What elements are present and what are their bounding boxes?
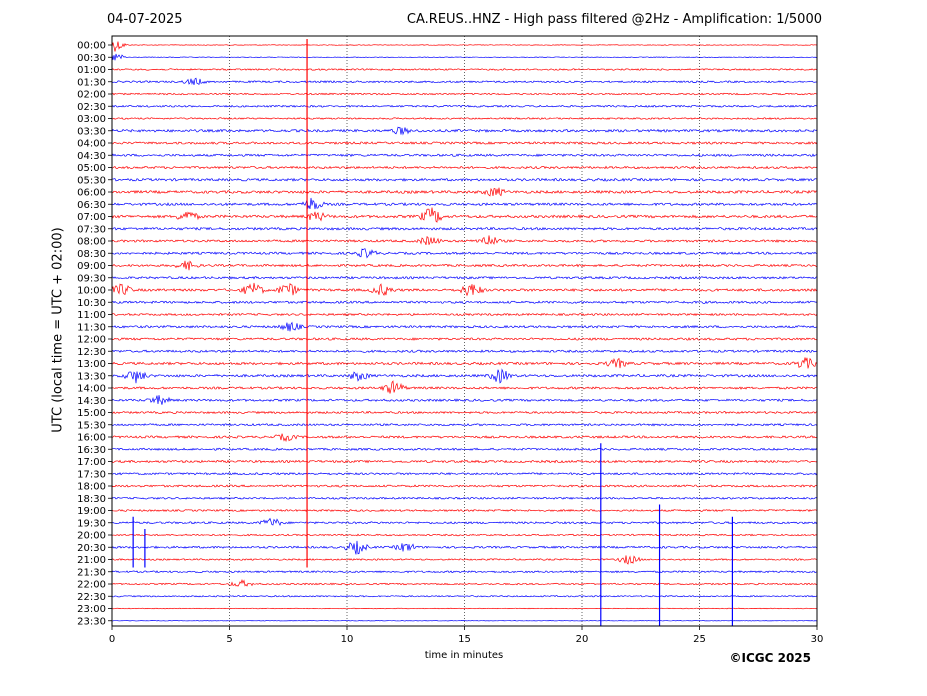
y-axis-label: UTC (local time = UTC + 02:00) xyxy=(50,227,66,433)
y-tick-label-2000: 20:00 xyxy=(77,531,106,542)
x-tick-label-10: 10 xyxy=(341,634,354,645)
trace-2300 xyxy=(111,607,818,610)
trace-1000 xyxy=(111,282,818,297)
y-tick-label-2030: 20:30 xyxy=(77,543,106,554)
y-tick-label-1930: 19:30 xyxy=(77,518,106,529)
y-tick-label-1700: 17:00 xyxy=(77,457,106,468)
y-tick-label-1500: 15:00 xyxy=(77,408,106,419)
y-tick-label-0730: 07:30 xyxy=(77,224,106,235)
y-tick-label-1430: 14:30 xyxy=(77,396,106,407)
y-tick-label-0000: 00:00 xyxy=(77,41,106,52)
y-tick-label-1730: 17:30 xyxy=(77,469,106,480)
trace-1530 xyxy=(111,423,818,427)
y-tick-label-0400: 04:00 xyxy=(77,139,106,150)
x-tick-label-5: 5 xyxy=(226,634,232,645)
trace-0330 xyxy=(111,126,818,136)
y-tick-label-0030: 00:30 xyxy=(77,53,106,64)
y-tick-label-2330: 23:30 xyxy=(77,616,106,627)
y-tick-label-1630: 16:30 xyxy=(77,445,106,456)
x-tick-label-30: 30 xyxy=(811,634,824,645)
y-tick-label-0430: 04:30 xyxy=(77,151,106,162)
y-tick-label-1300: 13:00 xyxy=(77,359,106,370)
y-tick-label-1530: 15:30 xyxy=(77,420,106,431)
trace-0930 xyxy=(111,275,818,280)
trace-0300 xyxy=(111,117,818,120)
chart-title: CA.REUS..HNZ - High pass filtered @2Hz -… xyxy=(406,12,822,27)
x-tick-label-15: 15 xyxy=(458,634,471,645)
x-axis-label: time in minutes xyxy=(424,650,504,661)
x-tick-label-20: 20 xyxy=(576,634,589,645)
y-tick-label-0800: 08:00 xyxy=(77,237,106,248)
x-tick-label-0: 0 xyxy=(109,634,115,645)
y-tick-label-1230: 12:30 xyxy=(77,347,106,358)
y-tick-label-1830: 18:30 xyxy=(77,494,106,505)
trace-2230 xyxy=(111,595,818,598)
trace-0000 xyxy=(111,41,818,52)
x-axis-ticks: 0 5 10 15 20 25 30 xyxy=(109,626,824,645)
y-tick-label-0630: 06:30 xyxy=(77,200,106,211)
y-tick-label-0530: 05:30 xyxy=(77,175,106,186)
y-tick-label-2300: 23:00 xyxy=(77,604,106,615)
y-tick-label-2130: 21:30 xyxy=(77,567,106,578)
trace-2100 xyxy=(111,555,818,565)
spike-group xyxy=(132,39,734,626)
y-tick-label-1600: 16:00 xyxy=(77,433,106,444)
y-tick-label-1330: 13:30 xyxy=(77,371,106,382)
y-tick-label-1130: 11:30 xyxy=(77,322,106,333)
trace-0830 xyxy=(111,248,818,259)
y-tick-label-0300: 03:00 xyxy=(77,114,106,125)
y-tick-label-0230: 02:30 xyxy=(77,102,106,113)
trace-1700 xyxy=(111,459,818,464)
trace-0430 xyxy=(111,153,818,158)
y-tick-label-0200: 02:00 xyxy=(77,90,106,101)
trace-1430 xyxy=(111,395,818,405)
y-tick-label-1800: 18:00 xyxy=(77,482,106,493)
y-tick-label-1000: 10:00 xyxy=(77,286,106,297)
trace-0530 xyxy=(111,177,818,182)
trace-0900 xyxy=(111,260,818,271)
trace-2130 xyxy=(111,570,818,574)
y-tick-label-1400: 14:00 xyxy=(77,384,106,395)
trace-0500 xyxy=(111,165,818,170)
y-tick-label-1030: 10:30 xyxy=(77,298,106,309)
y-tick-label-0100: 01:00 xyxy=(77,65,106,76)
y-tick-label-0130: 01:30 xyxy=(77,77,106,88)
y-tick-label-2200: 22:00 xyxy=(77,580,106,591)
y-tick-label-1100: 11:00 xyxy=(77,310,106,321)
trace-2030 xyxy=(111,540,818,555)
y-tick-label-0600: 06:00 xyxy=(77,188,106,199)
y-tick-label-1200: 12:00 xyxy=(77,335,106,346)
y-tick-label-0900: 09:00 xyxy=(77,261,106,272)
y-tick-label-0330: 03:30 xyxy=(77,126,106,137)
trace-1630 xyxy=(111,447,818,451)
trace-1100 xyxy=(111,312,818,317)
copyright-label: ©ICGC 2025 xyxy=(729,651,811,665)
y-tick-label-0500: 05:00 xyxy=(77,163,106,174)
y-tick-label-0930: 09:30 xyxy=(77,273,106,284)
y-tick-label-0830: 08:30 xyxy=(77,249,106,260)
y-tick-label-1900: 19:00 xyxy=(77,506,106,517)
trace-0400 xyxy=(111,141,818,145)
vertical-grid xyxy=(229,36,700,626)
y-tick-label-2230: 22:30 xyxy=(77,592,106,603)
trace-1600 xyxy=(111,433,818,443)
x-tick-label-25: 25 xyxy=(693,634,706,645)
trace-0700 xyxy=(111,207,818,223)
y-tick-label-2100: 21:00 xyxy=(77,555,106,566)
trace-0600 xyxy=(111,187,818,197)
y-tick-label-0700: 07:00 xyxy=(77,212,106,223)
date-label: 04-07-2025 xyxy=(107,12,183,27)
trace-1500 xyxy=(111,410,818,415)
